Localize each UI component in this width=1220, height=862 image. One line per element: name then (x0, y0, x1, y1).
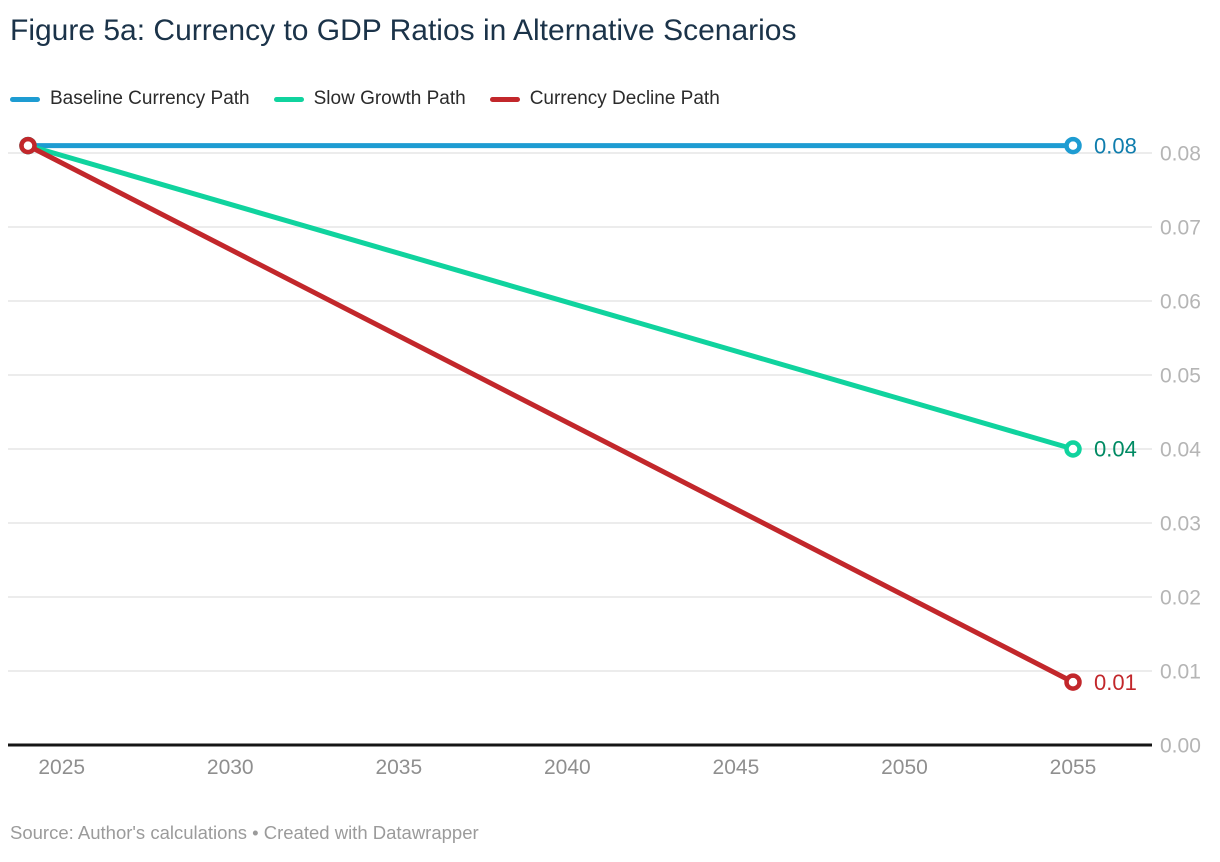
series-value-label: 0.01 (1094, 670, 1137, 695)
legend-item-baseline-currency-path: Baseline Currency Path (10, 88, 250, 110)
legend-label: Slow Growth Path (313, 88, 466, 109)
line-chart-plot: 0.00 0.01 0.02 0.03 0.04 0.05 0.06 0.07 0.08 2025… (8, 133, 1201, 779)
x-tick-label: 2055 (1050, 756, 1097, 779)
series-value-label: 0.04 (1094, 437, 1137, 462)
series-value-label: 0.08 (1094, 133, 1137, 158)
footer-separator: • (252, 822, 259, 843)
end-point-marker (1064, 440, 1082, 458)
legend-dash-icon (273, 96, 304, 102)
series-line (27, 143, 1074, 452)
x-tick-label: 2035 (375, 756, 422, 779)
y-tick-label: 0.02 (1160, 586, 1201, 609)
end-point-marker (1064, 673, 1082, 691)
y-tick-label: 0.03 (1160, 512, 1201, 535)
y-tick-label: 0.07 (1160, 216, 1201, 239)
chart-footer: Source: Author's calculations • Created … (10, 822, 479, 844)
legend-dash-icon (10, 96, 40, 102)
x-tick-label: 2025 (38, 756, 85, 779)
y-tick-label: 0.00 (1160, 734, 1201, 757)
x-tick-label: 2040 (544, 756, 591, 779)
legend-item-slow-growth-path: Slow Growth Path (273, 88, 466, 110)
source-text: Author's calculations (77, 822, 247, 843)
legend: Baseline Currency Path Slow Growth Path … (10, 88, 720, 110)
start-point-marker (19, 136, 37, 155)
y-tick-label: 0.05 (1160, 364, 1201, 387)
y-tick-label: 0.06 (1160, 290, 1201, 313)
legend-label: Currency Decline Path (529, 88, 720, 109)
y-tick-label: 0.04 (1160, 438, 1201, 461)
legend-dash-icon (489, 96, 520, 102)
end-point-marker (1064, 136, 1082, 155)
x-tick-label: 2050 (881, 756, 928, 779)
x-tick-label: 2045 (713, 756, 760, 779)
source-label: Source: (10, 822, 74, 843)
y-tick-label: 0.01 (1160, 660, 1201, 683)
chart-title: Figure 5a: Currency to GDP Ratios in Alt… (10, 14, 797, 47)
legend-item-currency-decline-path: Currency Decline Path (489, 88, 720, 110)
series-line (26, 143, 1075, 685)
legend-label: Baseline Currency Path (50, 88, 250, 109)
y-tick-label: 0.08 (1160, 142, 1201, 165)
datawrapper-attribution[interactable]: Created with Datawrapper (263, 822, 479, 843)
x-tick-label: 2030 (207, 756, 254, 779)
